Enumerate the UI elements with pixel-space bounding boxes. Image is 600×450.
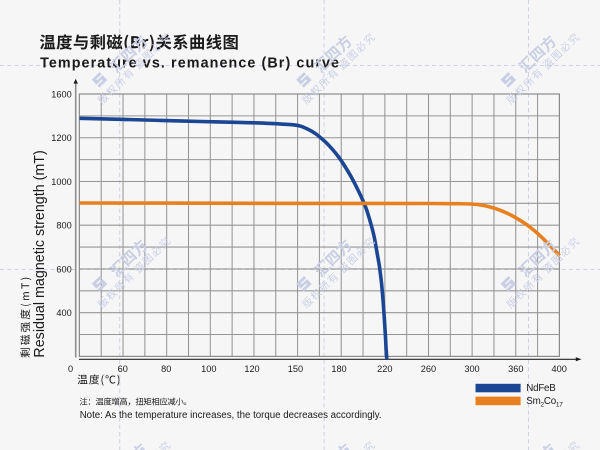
svg-text:600: 600 (56, 264, 71, 274)
svg-text:1200: 1200 (51, 133, 71, 143)
svg-text:260: 260 (421, 364, 436, 374)
svg-text:400: 400 (552, 364, 567, 374)
svg-text:Residual magnetic strength (mT: Residual magnetic strength (mT) (32, 150, 48, 357)
svg-text:1600: 1600 (51, 89, 71, 99)
svg-text:100: 100 (201, 364, 216, 374)
svg-text:Note: As the temperature incre: Note: As the temperature increases, the … (80, 410, 382, 421)
svg-text:0: 0 (68, 364, 73, 374)
svg-text:80: 80 (161, 364, 171, 374)
svg-text:Sm2Co17: Sm2Co17 (526, 396, 563, 409)
svg-text:Temperature vs. remanence (Br): Temperature vs. remanence (Br) curve (40, 56, 340, 72)
svg-text:360: 360 (508, 364, 523, 374)
svg-text:60: 60 (118, 364, 128, 374)
svg-text:400: 400 (56, 308, 71, 318)
svg-text:1000: 1000 (51, 177, 71, 187)
svg-text:180: 180 (331, 364, 346, 374)
svg-text:120: 120 (244, 364, 259, 374)
svg-text:300: 300 (464, 364, 479, 374)
svg-text:NdFeB: NdFeB (526, 383, 556, 394)
svg-text:220: 220 (377, 364, 392, 374)
svg-text:800: 800 (56, 221, 71, 231)
svg-text:150: 150 (288, 364, 303, 374)
